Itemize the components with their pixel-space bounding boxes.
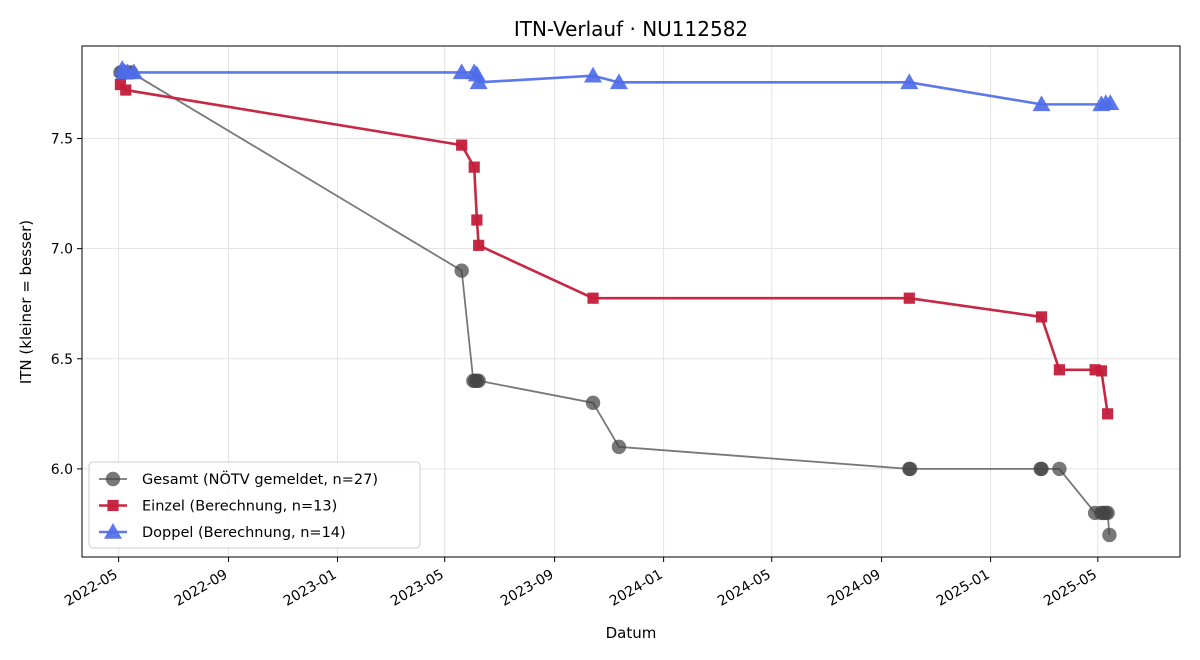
y-tick-label: 7.5 — [51, 132, 73, 148]
y-axis-title: ITN (kleiner = besser) — [17, 220, 35, 384]
data-point — [456, 139, 468, 151]
data-point — [1089, 364, 1101, 376]
legend-label: Einzel (Berechnung, n=13) — [142, 499, 337, 515]
series-layer — [113, 60, 1120, 543]
data-point — [902, 461, 918, 477]
data-point — [1102, 408, 1114, 420]
data-point — [585, 395, 601, 411]
y-tick-label: 6.0 — [51, 462, 73, 478]
chart-title: ITN-Verlauf · NU112582 — [514, 17, 748, 41]
legend-box — [88, 461, 421, 549]
data-point — [584, 66, 603, 83]
data-point — [124, 63, 143, 80]
legend-label: Doppel (Berechnung, n=14) — [142, 525, 346, 541]
legend-swatch-marker — [105, 471, 121, 487]
data-point — [473, 239, 485, 251]
data-point — [452, 63, 471, 80]
legend-swatch-marker — [107, 499, 119, 512]
legend-entry: Doppel (Berechnung, n=14) — [99, 523, 346, 541]
data-point — [1095, 365, 1107, 377]
data-point — [611, 439, 627, 455]
data-point — [467, 65, 486, 82]
data-point — [454, 263, 469, 278]
data-point — [1035, 311, 1048, 323]
data-point — [1053, 364, 1065, 376]
data-point — [120, 84, 132, 96]
plot-frame — [81, 45, 1181, 558]
legend-swatch-marker — [104, 523, 122, 539]
data-point — [900, 73, 919, 90]
data-point — [609, 73, 628, 90]
data-point — [1034, 461, 1049, 477]
legend-label: Gesamt (NÖTV gemeldet, n=27) — [142, 470, 378, 488]
series-square — [114, 78, 1114, 420]
y-tick-label: 7.0 — [51, 242, 73, 258]
data-point — [1052, 461, 1067, 477]
x-axis-title: Datum — [606, 624, 657, 642]
legend-entry: Gesamt (NÖTV gemeldet, n=27) — [99, 470, 378, 488]
legend: Gesamt (NÖTV gemeldet, n=27) Einzel (Bere… — [88, 461, 421, 549]
legend-entry: Einzel (Berechnung, n=13) — [99, 499, 337, 515]
series-triangle — [113, 60, 1120, 112]
data-point — [469, 73, 488, 90]
data-point — [1101, 94, 1120, 111]
data-point — [1100, 505, 1115, 521]
data-point — [1102, 527, 1117, 543]
data-point — [471, 214, 483, 226]
y-tick-label: 6.5 — [51, 352, 73, 368]
data-point — [1032, 95, 1051, 112]
data-point — [468, 161, 480, 173]
data-point — [903, 292, 915, 304]
data-point — [471, 373, 486, 388]
data-point — [587, 292, 599, 304]
